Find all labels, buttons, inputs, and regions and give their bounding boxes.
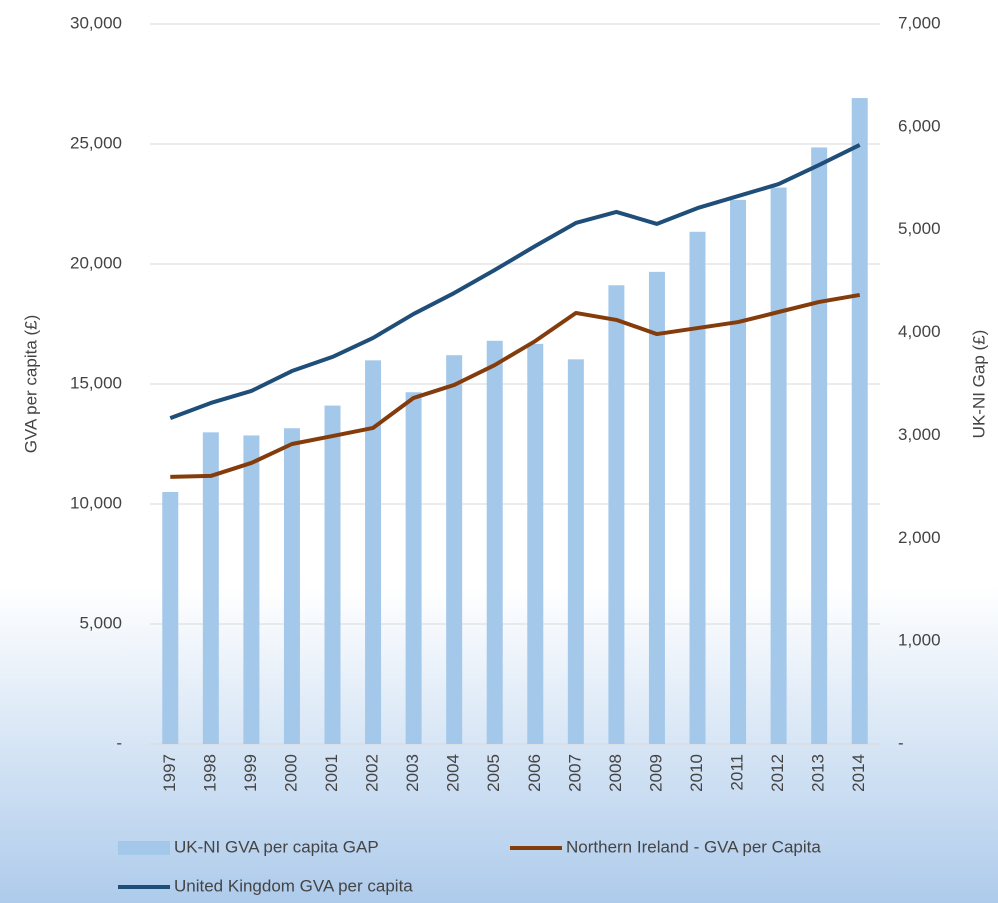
bar <box>567 359 584 744</box>
bar <box>283 428 300 744</box>
x-tick-label: 2002 <box>363 754 382 792</box>
y2-tick-label: 7,000 <box>898 13 941 32</box>
x-tick-label: 2014 <box>849 754 868 792</box>
bar <box>446 355 463 744</box>
x-tick-label: 2010 <box>687 754 706 792</box>
y2-tick-label: 6,000 <box>898 116 941 135</box>
y-tick-label: 5,000 <box>79 613 122 632</box>
bar <box>202 432 219 744</box>
y-tick-label: 25,000 <box>70 133 122 152</box>
x-tick-label: 1997 <box>160 754 179 792</box>
x-tick-label: 2011 <box>728 754 747 791</box>
x-tick-label: 2004 <box>444 754 463 792</box>
bar <box>162 492 179 744</box>
y2-tick-label: 5,000 <box>898 219 941 238</box>
x-tick-label: 2005 <box>484 754 503 792</box>
bar <box>608 285 625 744</box>
y2-tick-label: 4,000 <box>898 322 941 341</box>
line <box>170 292 861 479</box>
x-tick-label: 1998 <box>200 754 219 792</box>
bar <box>689 231 706 744</box>
bar <box>486 340 503 744</box>
y2-axis-title: UK-NI Gap (£) <box>969 330 988 439</box>
legend-label: UK-NI GVA per capita GAP <box>174 837 379 856</box>
y2-tick-label: 1,000 <box>898 631 941 650</box>
x-tick-label: 2001 <box>322 754 341 792</box>
bar <box>405 392 422 744</box>
y-tick-label: 15,000 <box>70 373 122 392</box>
y-tick-label: 30,000 <box>70 13 122 32</box>
y-tick-label: 10,000 <box>70 493 122 512</box>
bar <box>851 98 868 745</box>
x-tick-label: 2003 <box>403 754 422 792</box>
legend-label: Northern Ireland - GVA per Capita <box>566 837 821 856</box>
y2-tick-label: 3,000 <box>898 425 941 444</box>
bar <box>648 271 665 744</box>
bar <box>770 187 787 745</box>
y2-tick-label: 2,000 <box>898 528 941 547</box>
bar <box>527 343 544 744</box>
x-tick-label: 2007 <box>565 754 584 792</box>
bar <box>365 360 382 744</box>
legend-label: United Kingdom GVA per capita <box>174 876 413 895</box>
bar <box>324 405 341 744</box>
y-tick-label: 20,000 <box>70 253 122 272</box>
bar <box>811 147 828 744</box>
x-tick-label: 2006 <box>525 754 544 792</box>
x-tick-label: 2009 <box>646 754 665 792</box>
bar <box>243 435 260 744</box>
bar <box>730 199 747 744</box>
x-tick-label: 1999 <box>241 754 260 792</box>
x-tick-label: 2000 <box>281 754 300 792</box>
y-tick-label: - <box>116 733 122 752</box>
x-tick-label: 2012 <box>768 754 787 792</box>
legend-swatch <box>118 841 170 855</box>
line <box>169 143 861 420</box>
x-tick-label: 2008 <box>606 754 625 792</box>
y2-tick-label: - <box>898 733 904 752</box>
y-axis-title: GVA per capita (£) <box>21 315 40 454</box>
x-tick-label: 2013 <box>809 754 828 792</box>
